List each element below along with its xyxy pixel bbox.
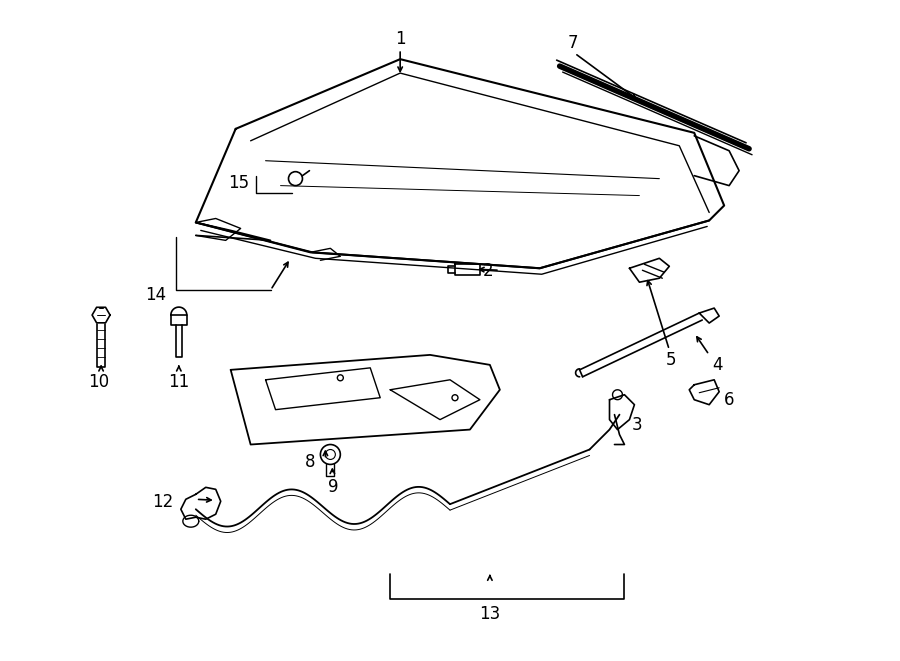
Text: 7: 7 [567, 34, 578, 52]
Text: 14: 14 [145, 286, 166, 304]
Text: 10: 10 [88, 373, 110, 391]
Text: 2: 2 [482, 262, 493, 280]
Text: 11: 11 [168, 373, 190, 391]
Text: 6: 6 [724, 391, 734, 408]
Text: 5: 5 [666, 351, 677, 369]
Text: 1: 1 [395, 30, 406, 48]
Circle shape [320, 444, 340, 465]
Text: 9: 9 [328, 479, 338, 496]
Text: 15: 15 [228, 174, 249, 192]
Text: 3: 3 [632, 416, 643, 434]
Text: 8: 8 [305, 453, 316, 471]
Text: 4: 4 [712, 356, 723, 374]
Text: 12: 12 [152, 493, 174, 511]
Text: 13: 13 [480, 605, 500, 623]
Circle shape [289, 172, 302, 186]
